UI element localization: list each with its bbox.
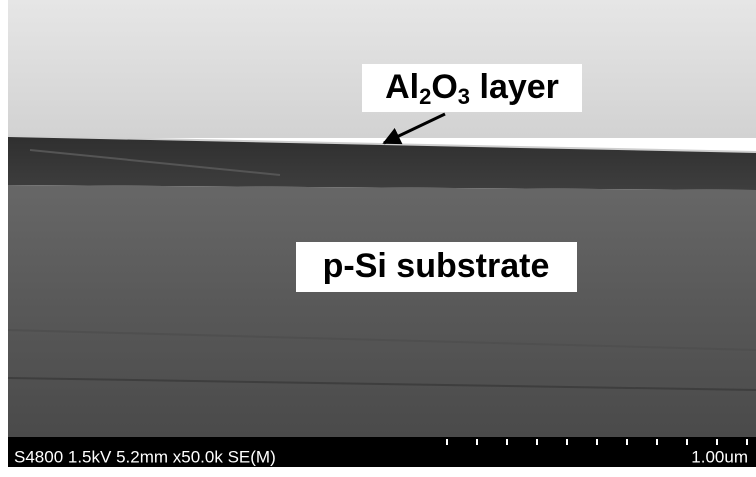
scale-label: 1.00um — [691, 447, 748, 466]
substrate-label: p-Si substrate — [323, 247, 550, 285]
streak — [29, 149, 281, 176]
streak — [7, 329, 756, 351]
label-sub: 3 — [458, 84, 470, 109]
layer-edge — [7, 135, 756, 153]
label-sub: 2 — [419, 84, 431, 109]
label-part: layer — [470, 68, 559, 106]
substrate — [8, 185, 756, 437]
arrow — [382, 112, 446, 145]
al2o3-layer — [8, 136, 756, 190]
streak — [7, 377, 756, 391]
label-part: O — [431, 68, 457, 106]
info-settings: S4800 1.5kV 5.2mm x50.0k SE(M) — [14, 447, 276, 466]
layer-label: Al2O3 layer — [385, 68, 559, 109]
scale-bar — [446, 439, 748, 445]
label-box — [296, 242, 577, 292]
label-part: Al — [385, 68, 419, 106]
label-box — [362, 64, 582, 112]
info-bar — [8, 437, 756, 467]
